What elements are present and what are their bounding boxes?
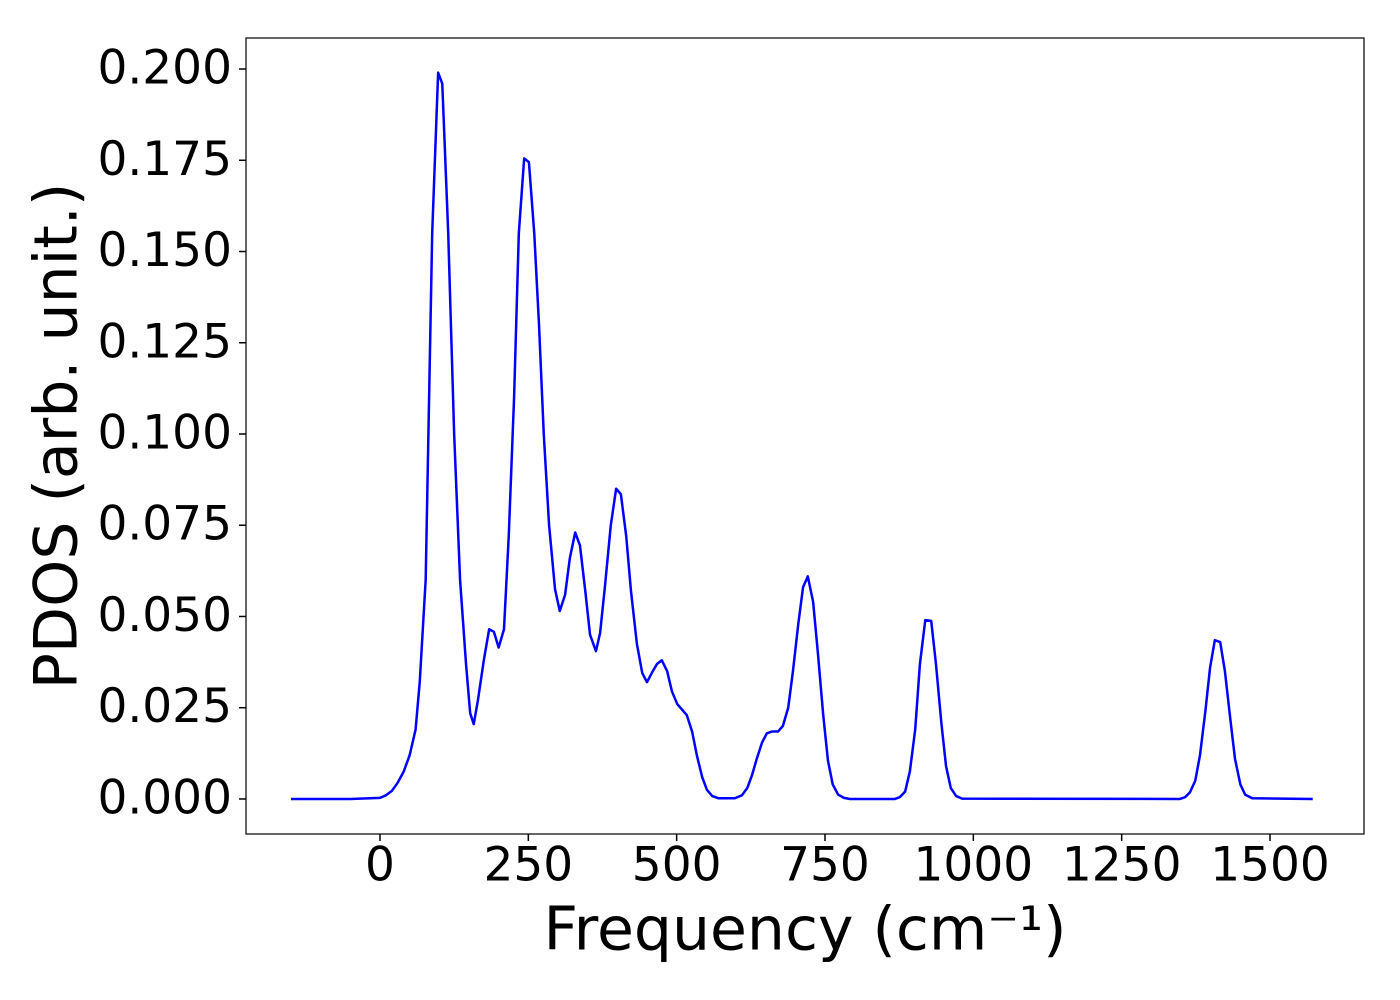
x-tick-label: 1250 <box>1062 838 1182 893</box>
y-tick-label: 0.075 <box>97 497 232 552</box>
x-tick-label: 1500 <box>1210 838 1330 893</box>
y-tick-label: 0.150 <box>97 223 232 278</box>
y-tick-label: 0.050 <box>97 588 232 643</box>
data-line <box>290 71 1313 801</box>
x-tick-label: 750 <box>780 838 870 893</box>
y-axis-label: PDOS (arb. unit.) <box>22 183 92 690</box>
x-tick-label: 250 <box>483 838 573 893</box>
x-tick-label: 0 <box>365 838 395 893</box>
y-tick-label: 0.000 <box>97 770 232 825</box>
y-tick-label: 0.025 <box>97 679 232 734</box>
x-tick-label: 1000 <box>914 838 1034 893</box>
plot-frame <box>245 37 1365 835</box>
y-tick-label: 0.200 <box>97 41 232 96</box>
x-tick-label: 500 <box>632 838 722 893</box>
y-tick-label: 0.175 <box>97 132 232 187</box>
x-axis-label: Frequency (cm⁻¹) <box>543 895 1066 965</box>
y-tick-label: 0.125 <box>97 314 232 369</box>
y-tick-label: 0.100 <box>97 405 232 460</box>
